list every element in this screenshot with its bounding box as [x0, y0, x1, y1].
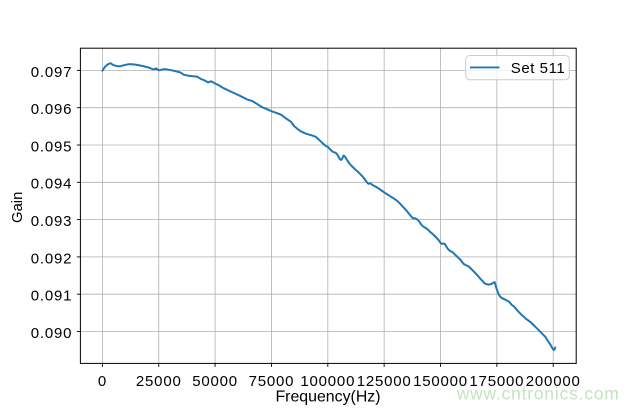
- svg-text:www.cntronics.com: www.cntronics.com: [456, 383, 620, 403]
- svg-text:125000: 125000: [357, 373, 412, 390]
- svg-text:0.093: 0.093: [31, 213, 73, 230]
- svg-text:50000: 50000: [192, 373, 238, 390]
- svg-text:Frequency(Hz): Frequency(Hz): [275, 389, 380, 406]
- svg-text:75000: 75000: [249, 373, 295, 390]
- svg-text:200000: 200000: [526, 373, 581, 390]
- svg-text:0.095: 0.095: [31, 138, 73, 155]
- svg-text:0: 0: [98, 373, 107, 390]
- svg-text:0.097: 0.097: [31, 64, 73, 81]
- svg-text:Gain: Gain: [10, 192, 26, 223]
- svg-text:0.091: 0.091: [31, 288, 73, 305]
- svg-text:175000: 175000: [469, 373, 524, 390]
- svg-text:0.092: 0.092: [31, 250, 73, 267]
- svg-text:100000: 100000: [300, 373, 355, 390]
- svg-text:150000: 150000: [413, 373, 468, 390]
- svg-text:0.096: 0.096: [31, 101, 73, 118]
- svg-text:Set 511: Set 511: [511, 60, 565, 77]
- svg-text:0.094: 0.094: [31, 176, 73, 193]
- svg-text:0.090: 0.090: [31, 325, 73, 342]
- svg-text:25000: 25000: [136, 373, 182, 390]
